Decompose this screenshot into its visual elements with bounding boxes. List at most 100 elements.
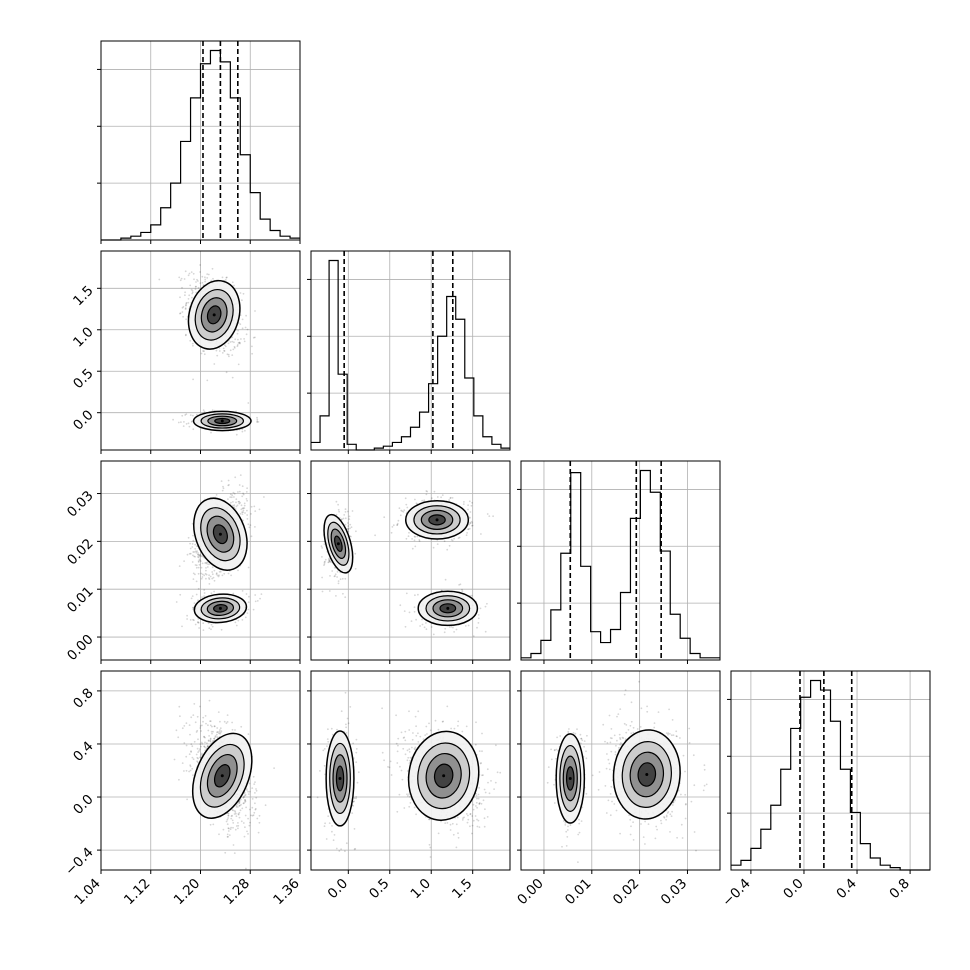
sample-point — [233, 496, 235, 498]
sample-point — [448, 626, 451, 628]
sample-point — [178, 778, 180, 781]
sample-point — [345, 732, 348, 734]
sample-point — [198, 563, 201, 566]
sample-point — [411, 538, 413, 540]
sample-point — [236, 344, 239, 346]
sample-point — [216, 574, 219, 577]
sample-point — [335, 847, 338, 850]
sample-point — [184, 308, 187, 310]
sample-point — [193, 619, 195, 622]
sample-point — [188, 425, 191, 428]
sample-point — [246, 612, 249, 614]
sample-point — [243, 502, 246, 505]
sample-point — [192, 414, 194, 417]
sample-point — [243, 792, 246, 794]
sample-point — [248, 782, 251, 785]
sample-point — [468, 500, 471, 503]
sample-point — [189, 552, 192, 555]
sample-point — [240, 820, 243, 823]
sample-point — [186, 614, 189, 617]
hist-step-p1 — [311, 259, 510, 451]
sample-point — [231, 494, 234, 497]
sample-point — [237, 824, 240, 827]
sample-point — [238, 484, 241, 486]
sample-point — [216, 731, 219, 733]
sample-point — [246, 830, 248, 833]
sample-point — [480, 533, 482, 535]
sample-point — [436, 496, 439, 498]
sample-point — [223, 572, 226, 575]
sample-point — [189, 764, 192, 767]
sample-point — [211, 577, 214, 580]
sample-point — [399, 514, 402, 517]
sample-point — [248, 595, 250, 598]
sample-point — [467, 508, 469, 511]
sample-point — [464, 625, 467, 627]
sample-point — [320, 545, 323, 548]
sample-point — [222, 828, 225, 831]
sample-point — [183, 278, 186, 280]
sample-point — [323, 543, 326, 546]
sample-point — [233, 284, 235, 287]
sample-point — [208, 577, 210, 579]
sample-point — [240, 803, 242, 806]
sample-point — [352, 804, 355, 807]
sample-point — [233, 852, 236, 854]
sample-point — [479, 607, 482, 610]
sample-point — [190, 421, 193, 423]
density-peak — [220, 419, 224, 423]
sample-point — [244, 801, 246, 803]
sample-point — [227, 342, 230, 345]
sample-point — [209, 720, 212, 722]
sample-point — [218, 730, 221, 733]
sample-point — [194, 564, 197, 566]
sample-point — [218, 350, 221, 352]
sample-point — [172, 418, 175, 421]
sample-point — [220, 480, 223, 482]
sample-point — [213, 579, 216, 582]
sample-point — [407, 535, 410, 538]
sample-point — [466, 532, 468, 534]
sample-point — [253, 505, 256, 508]
sample-point — [197, 587, 200, 590]
sample-point — [188, 294, 191, 297]
sample-point — [254, 526, 256, 528]
sample-point — [235, 812, 237, 815]
sample-point — [178, 705, 181, 708]
sample-point — [185, 413, 188, 415]
sample-point — [355, 751, 358, 754]
sample-point — [255, 796, 258, 799]
sample-point — [181, 727, 184, 730]
sample-point — [204, 278, 207, 281]
sample-point — [184, 334, 187, 337]
sample-point — [258, 821, 261, 824]
sample-point — [226, 721, 229, 723]
sample-point — [188, 770, 191, 773]
sample-point — [237, 342, 240, 344]
sample-point — [196, 756, 199, 759]
sample-point — [452, 626, 454, 629]
sample-point — [198, 555, 201, 558]
sample-point — [328, 822, 331, 824]
sample-point — [199, 756, 201, 759]
sample-point — [323, 748, 326, 750]
sample-point — [186, 553, 189, 556]
sample-point — [232, 822, 235, 824]
sample-point — [238, 804, 241, 807]
sample-point — [230, 817, 233, 820]
sample-point — [340, 848, 342, 850]
sample-point — [256, 421, 259, 424]
sample-point — [197, 738, 199, 741]
sample-point — [242, 492, 245, 495]
sample-point — [488, 515, 491, 517]
sample-point — [214, 735, 217, 737]
sample-point — [213, 725, 216, 728]
sample-point — [186, 798, 189, 801]
sample-point — [246, 328, 249, 331]
sample-point — [231, 340, 234, 343]
sample-point — [241, 428, 244, 431]
sample-point — [245, 491, 248, 493]
sample-point — [350, 526, 353, 529]
sample-point — [234, 729, 236, 731]
sample-point — [331, 733, 334, 736]
